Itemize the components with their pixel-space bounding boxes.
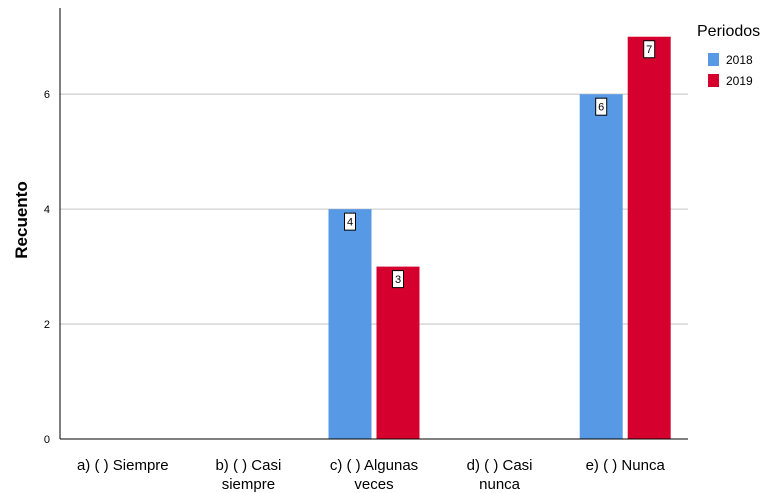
data-label: 4 xyxy=(347,217,353,229)
data-labels: 4 3 6 7 xyxy=(344,40,656,289)
bar xyxy=(579,94,623,439)
bar xyxy=(376,266,420,439)
legend-title: Periodos xyxy=(697,23,760,40)
legend: Periodos 2018 2019 xyxy=(697,23,760,88)
data-label: 7 xyxy=(646,44,652,56)
legend-label: 2018 xyxy=(726,53,753,67)
data-label-box xyxy=(392,270,404,289)
axes xyxy=(59,8,688,440)
x-category-label: a) ( ) Siempre xyxy=(77,457,169,474)
x-category-labels: a) ( ) Siempre b) ( ) Casi siempre c) ( ) A… xyxy=(77,457,665,493)
legend-swatch xyxy=(708,53,719,66)
x-category-label: e) ( ) Nunca xyxy=(586,457,666,474)
legend-items: 2018 2019 xyxy=(708,53,753,88)
y-tick-label: 2 xyxy=(44,319,50,331)
data-label-box xyxy=(344,212,356,231)
y-tick-label: 6 xyxy=(44,89,50,101)
bar xyxy=(328,209,372,439)
y-tick-label: 4 xyxy=(44,204,50,216)
x-category-label: nunca xyxy=(479,476,521,493)
legend-label: 2019 xyxy=(726,74,753,88)
data-label: 3 xyxy=(395,274,401,286)
y-tick-labels: 0 2 4 6 xyxy=(44,89,50,446)
x-category-label: b) ( ) Casi xyxy=(215,457,281,474)
data-label-box xyxy=(595,97,608,116)
bars xyxy=(328,36,671,439)
x-category-label: c) ( ) Algunas xyxy=(330,457,418,474)
bar xyxy=(627,36,671,439)
y-axis-title: Recuento xyxy=(12,181,31,258)
y-tick-label: 0 xyxy=(44,434,50,446)
legend-swatch xyxy=(708,74,719,87)
data-label: 6 xyxy=(598,102,604,114)
x-category-label: siempre xyxy=(222,476,275,493)
x-category-label: d) ( ) Casi xyxy=(467,457,533,474)
x-category-label: veces xyxy=(354,476,393,493)
data-label-box xyxy=(643,40,656,59)
